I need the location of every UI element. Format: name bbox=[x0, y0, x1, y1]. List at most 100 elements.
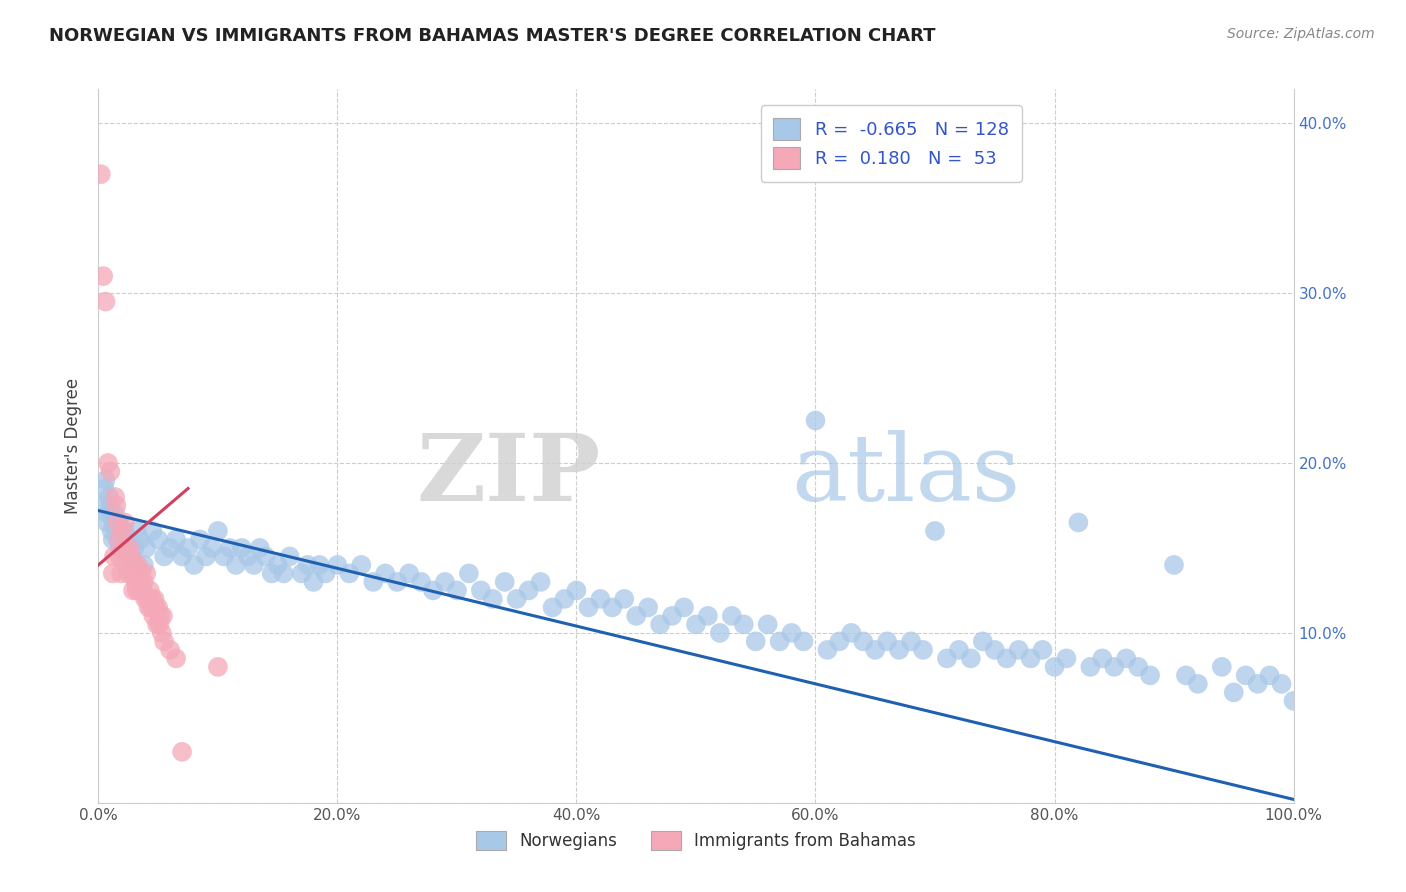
Point bbox=[1008, 643, 1031, 657]
Point bbox=[398, 566, 420, 581]
Point bbox=[107, 516, 129, 530]
Point bbox=[1175, 668, 1198, 682]
Point bbox=[865, 643, 887, 657]
Point bbox=[111, 533, 134, 547]
Point bbox=[297, 558, 319, 572]
Point bbox=[183, 558, 205, 572]
Point bbox=[124, 541, 146, 555]
Point bbox=[482, 591, 505, 606]
Point bbox=[1104, 660, 1126, 674]
Point bbox=[110, 566, 132, 581]
Point bbox=[153, 634, 176, 648]
Point bbox=[91, 269, 114, 284]
Text: NORWEGIAN VS IMMIGRANTS FROM BAHAMAS MASTER'S DEGREE CORRELATION CHART: NORWEGIAN VS IMMIGRANTS FROM BAHAMAS MAS… bbox=[49, 27, 936, 45]
Point bbox=[98, 490, 121, 504]
Point bbox=[817, 643, 839, 657]
Point bbox=[136, 591, 159, 606]
Point bbox=[207, 660, 229, 674]
Point bbox=[267, 558, 290, 572]
Point bbox=[1282, 694, 1305, 708]
Point bbox=[117, 566, 139, 581]
Point bbox=[1115, 651, 1137, 665]
Point bbox=[114, 524, 136, 538]
Point bbox=[129, 533, 152, 547]
Point bbox=[936, 651, 959, 665]
Point bbox=[661, 608, 683, 623]
Point bbox=[291, 566, 314, 581]
Point bbox=[1139, 668, 1161, 682]
Point bbox=[1163, 558, 1185, 572]
Point bbox=[201, 541, 224, 555]
Point bbox=[350, 558, 373, 572]
Point bbox=[517, 583, 540, 598]
Point bbox=[852, 634, 875, 648]
Point bbox=[103, 549, 125, 564]
Point bbox=[148, 600, 170, 615]
Point bbox=[134, 591, 156, 606]
Point bbox=[385, 574, 409, 589]
Point bbox=[1032, 643, 1054, 657]
Point bbox=[148, 617, 170, 632]
Point bbox=[96, 516, 118, 530]
Point bbox=[118, 533, 141, 547]
Point bbox=[121, 549, 143, 564]
Point bbox=[1019, 651, 1042, 665]
Point bbox=[243, 558, 266, 572]
Point bbox=[91, 499, 114, 513]
Point bbox=[793, 634, 815, 648]
Point bbox=[458, 566, 481, 581]
Point bbox=[148, 533, 170, 547]
Point bbox=[1258, 668, 1281, 682]
Point bbox=[685, 617, 707, 632]
Point bbox=[165, 533, 187, 547]
Point bbox=[565, 583, 588, 598]
Point bbox=[131, 583, 153, 598]
Point bbox=[650, 617, 672, 632]
Point bbox=[112, 541, 135, 555]
Point bbox=[374, 566, 396, 581]
Point bbox=[889, 643, 911, 657]
Point bbox=[172, 745, 194, 759]
Point bbox=[149, 608, 172, 623]
Point bbox=[139, 583, 162, 598]
Point bbox=[446, 583, 468, 598]
Point bbox=[128, 574, 150, 589]
Point bbox=[278, 549, 301, 564]
Point bbox=[972, 634, 994, 648]
Point bbox=[231, 541, 253, 555]
Point bbox=[363, 574, 385, 589]
Point bbox=[697, 608, 720, 623]
Text: ZIP: ZIP bbox=[416, 430, 600, 519]
Point bbox=[118, 541, 141, 555]
Point bbox=[172, 549, 194, 564]
Y-axis label: Master's Degree: Master's Degree bbox=[65, 378, 83, 514]
Point bbox=[948, 643, 970, 657]
Point bbox=[108, 541, 131, 555]
Point bbox=[326, 558, 349, 572]
Point bbox=[97, 456, 120, 470]
Point bbox=[1080, 660, 1102, 674]
Point bbox=[195, 549, 218, 564]
Point bbox=[110, 524, 132, 538]
Point bbox=[138, 600, 160, 615]
Point bbox=[120, 549, 142, 564]
Point bbox=[127, 558, 149, 572]
Point bbox=[131, 566, 153, 581]
Point bbox=[124, 574, 146, 589]
Point bbox=[105, 524, 128, 538]
Point bbox=[1091, 651, 1114, 665]
Point bbox=[260, 566, 283, 581]
Point bbox=[411, 574, 433, 589]
Point bbox=[1067, 516, 1090, 530]
Point bbox=[912, 643, 935, 657]
Point bbox=[97, 507, 120, 521]
Point bbox=[129, 583, 152, 598]
Point bbox=[541, 600, 564, 615]
Point bbox=[960, 651, 983, 665]
Point bbox=[924, 524, 946, 538]
Point bbox=[135, 541, 157, 555]
Point bbox=[139, 600, 162, 615]
Point bbox=[422, 583, 444, 598]
Point bbox=[141, 591, 163, 606]
Point bbox=[578, 600, 600, 615]
